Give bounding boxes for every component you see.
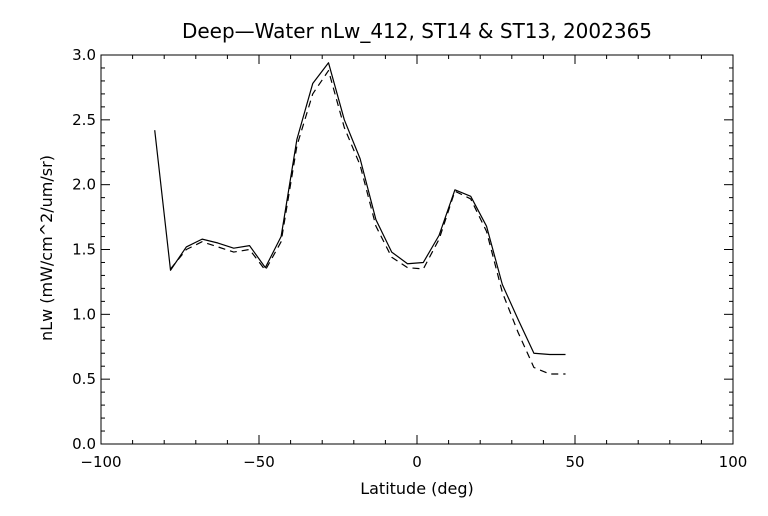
x-tick-label: 0 (412, 453, 422, 471)
series-line-dashed (170, 69, 566, 375)
x-tick-label: 50 (565, 453, 584, 471)
plot-frame (100, 54, 734, 445)
lines-layer (154, 62, 566, 375)
x-axis-label: Latitude (deg) (360, 479, 474, 498)
y-tick-label: 2.0 (72, 176, 96, 194)
y-tick-label: 2.5 (72, 111, 96, 129)
x-tick-label: 100 (719, 453, 748, 471)
y-tick-label: 3.0 (72, 46, 96, 64)
ticks-layer: −100 −50 0 50 100 0.0 0.5 1.0 1.5 2.0 2.5 3.0 (72, 46, 747, 471)
chart-title: Deep—Water nLw_412, ST14 & ST13, 2002365 (182, 19, 652, 43)
series-line-solid (154, 62, 566, 356)
y-tick-label: 1.0 (72, 305, 96, 323)
y-tick-label: 1.5 (72, 241, 96, 259)
x-tick-label: −50 (243, 453, 275, 471)
y-axis-label: nLw (mW/cm^2/um/sr) (37, 155, 56, 341)
y-tick-label: 0.5 (72, 370, 96, 388)
y-tick-label: 0.0 (72, 435, 96, 453)
x-tick-label: −100 (80, 453, 121, 471)
